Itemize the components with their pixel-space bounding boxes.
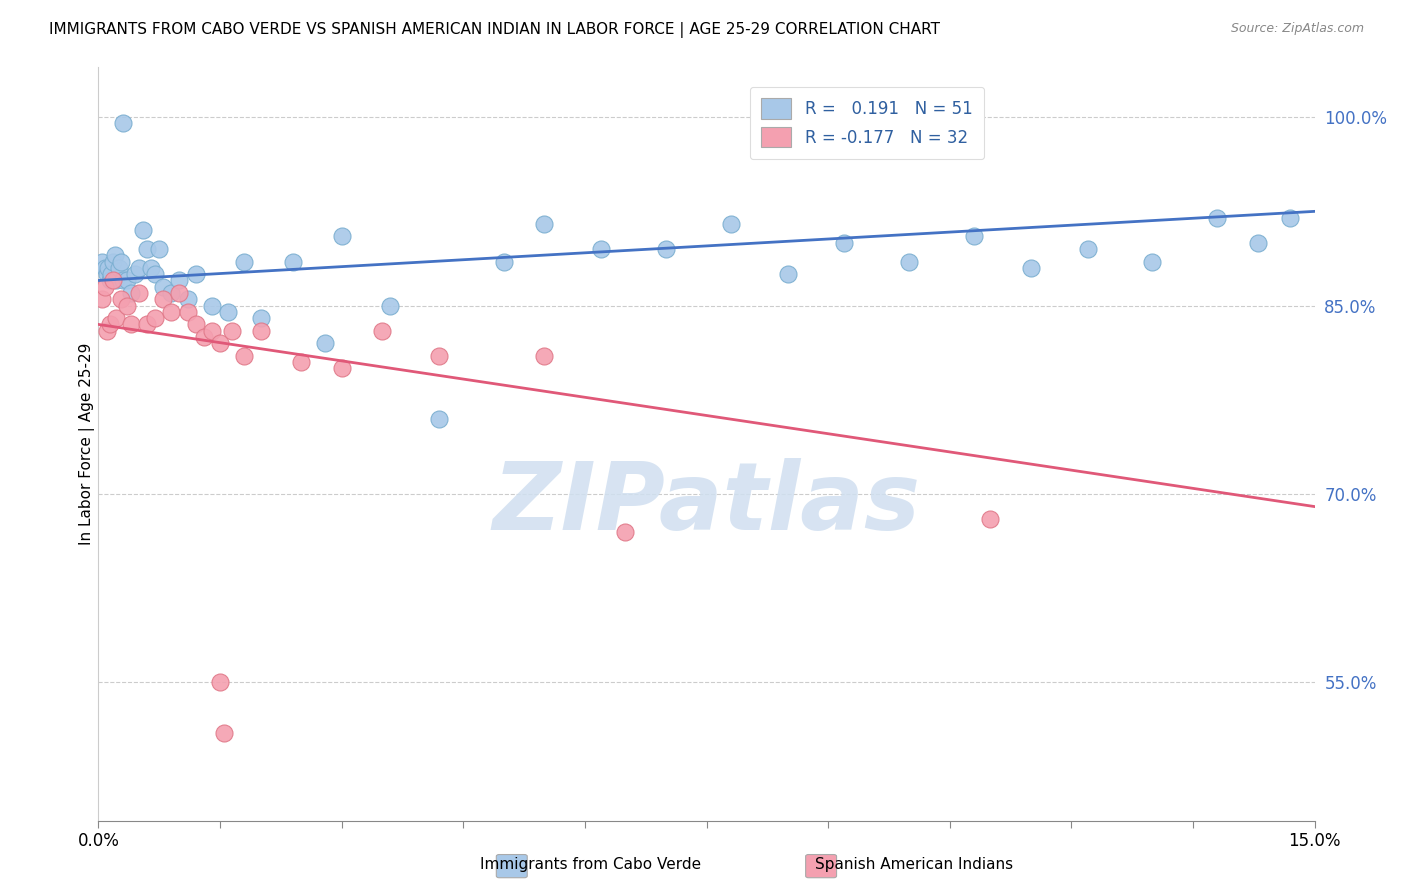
Point [136,242,159,256]
Point [776,267,799,281]
Point [128,260,150,275]
Y-axis label: In Labor Force | Age 25-29: In Labor Force | Age 25-29 [79,343,96,545]
Point [834,235,856,250]
Point [898,254,921,268]
Point [96,267,118,281]
Point [128,285,150,300]
Point [655,242,678,256]
Point [115,273,138,287]
Point [184,318,207,332]
Point [94,279,117,293]
Point [427,349,450,363]
Point [249,311,271,326]
Point [94,260,117,275]
Point [591,242,613,256]
Point [290,355,312,369]
Point [139,260,162,275]
Point [963,229,986,244]
Point [160,285,183,300]
Point [720,217,742,231]
Point [233,254,256,268]
Point [1247,235,1270,250]
Point [176,305,198,319]
Point [104,248,127,262]
Point [330,361,353,376]
Point [110,254,132,268]
Point [152,279,174,293]
Point [201,324,224,338]
Point [1019,260,1042,275]
Point [100,267,122,281]
Point [1077,242,1099,256]
Point [281,254,304,268]
Point [136,318,159,332]
Point [152,293,174,307]
Point [209,336,232,351]
Point [110,293,132,307]
Text: Spanish American Indians: Spanish American Indians [815,857,1012,872]
Point [148,242,170,256]
Point [98,273,121,287]
Point [105,273,128,287]
Point [91,293,114,307]
Point [979,512,1001,526]
Point [184,267,207,281]
Point [120,285,142,300]
Point [193,330,215,344]
Text: IMMIGRANTS FROM CABO VERDE VS SPANISH AMERICAN INDIAN IN LABOR FORCE | AGE 25-29: IMMIGRANTS FROM CABO VERDE VS SPANISH AM… [49,22,941,38]
Point [111,273,134,287]
Text: ZIPatlas: ZIPatlas [492,458,921,550]
Point [176,293,198,307]
Point [492,254,515,268]
Point [107,260,129,275]
Text: Immigrants from Cabo Verde: Immigrants from Cabo Verde [479,857,702,872]
Point [1279,211,1302,225]
Text: Source: ZipAtlas.com: Source: ZipAtlas.com [1230,22,1364,36]
Point [201,299,224,313]
Point [533,349,555,363]
Point [115,299,138,313]
Point [314,336,336,351]
Point [212,725,235,739]
Point [169,273,191,287]
Point [96,324,118,338]
Point [91,254,114,268]
Point [111,116,134,130]
Point [380,299,402,313]
Point [124,267,146,281]
Point [105,311,128,326]
Point [98,318,121,332]
Point [217,305,239,319]
Point [132,223,155,237]
Point [101,254,124,268]
Point [614,524,637,539]
Point [533,217,555,231]
Point [233,349,256,363]
Point [427,411,450,425]
Point [169,285,191,300]
Point [143,311,166,326]
Point [120,318,142,332]
Point [160,305,183,319]
Point [143,267,166,281]
Point [330,229,353,244]
Legend: R =   0.191   N = 51, R = -0.177   N = 32: R = 0.191 N = 51, R = -0.177 N = 32 [749,87,984,159]
Point [97,260,120,275]
Point [1206,211,1229,225]
Point [209,675,232,690]
Point [371,324,394,338]
Point [101,273,124,287]
Point [249,324,271,338]
Point [221,324,243,338]
Point [1142,254,1164,268]
